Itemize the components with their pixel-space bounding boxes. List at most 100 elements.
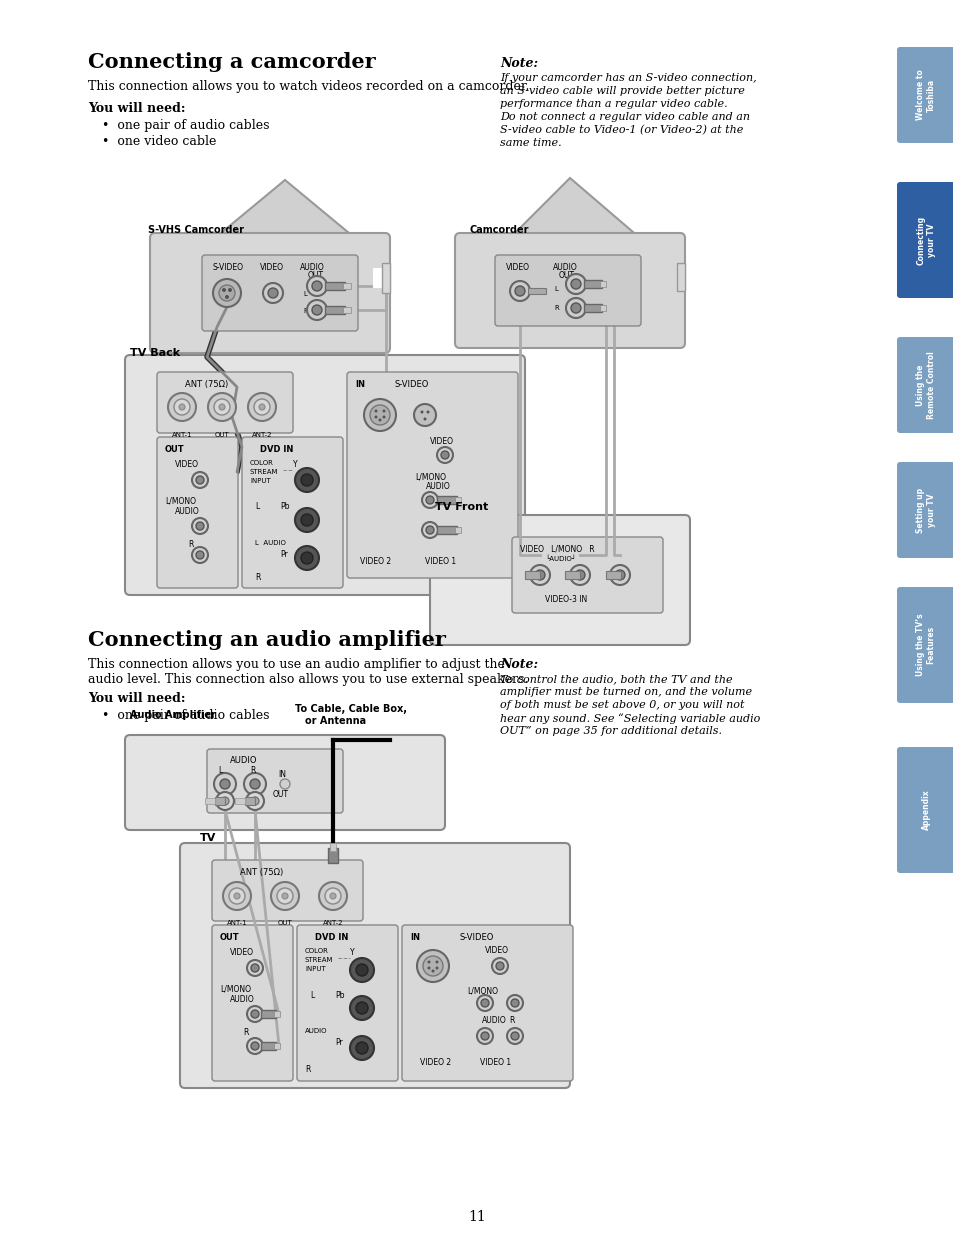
Text: audio level. This connection also allows you to use external speakers.: audio level. This connection also allows… — [88, 673, 528, 685]
Bar — [245, 797, 254, 805]
Bar — [524, 571, 539, 579]
Text: L/MONO: L/MONO — [220, 986, 251, 994]
Text: R: R — [554, 305, 558, 311]
Circle shape — [480, 1032, 489, 1040]
Text: TV: TV — [200, 832, 216, 844]
Circle shape — [476, 1028, 493, 1044]
FancyBboxPatch shape — [125, 735, 444, 830]
Circle shape — [208, 393, 235, 421]
Bar — [599, 282, 605, 287]
Circle shape — [496, 962, 503, 969]
Circle shape — [247, 1037, 263, 1053]
Circle shape — [195, 475, 204, 484]
Circle shape — [420, 410, 423, 414]
Circle shape — [251, 1042, 258, 1050]
Circle shape — [506, 995, 522, 1011]
Text: ANT-1: ANT-1 — [172, 432, 193, 438]
Circle shape — [301, 474, 313, 487]
Text: Pr: Pr — [335, 1037, 342, 1047]
Circle shape — [378, 419, 381, 421]
Circle shape — [435, 967, 438, 969]
Text: AUDIO: AUDIO — [230, 995, 254, 1004]
Text: Setting up
your TV: Setting up your TV — [915, 488, 935, 532]
Text: STREAM: STREAM — [250, 469, 278, 475]
Text: 11: 11 — [468, 1210, 485, 1224]
Circle shape — [422, 956, 442, 976]
Circle shape — [615, 571, 624, 580]
Circle shape — [276, 888, 293, 904]
Circle shape — [318, 882, 347, 910]
Text: R: R — [305, 1065, 310, 1074]
Text: VIDEO 1: VIDEO 1 — [424, 557, 456, 566]
Bar — [274, 1011, 280, 1016]
Text: ANT-2: ANT-2 — [322, 920, 343, 926]
Text: Audio Amplifier: Audio Amplifier — [130, 710, 215, 720]
Bar — [325, 306, 345, 314]
Text: AUDIO: AUDIO — [230, 756, 257, 764]
Polygon shape — [214, 180, 355, 238]
Text: INPUT: INPUT — [250, 478, 271, 484]
Circle shape — [414, 404, 436, 426]
Circle shape — [511, 1032, 518, 1040]
Text: R: R — [188, 540, 193, 550]
Text: Note:: Note: — [499, 658, 537, 671]
Bar — [343, 308, 351, 312]
Text: OUT: OUT — [273, 790, 289, 799]
Circle shape — [307, 275, 327, 296]
Circle shape — [480, 999, 489, 1007]
Circle shape — [263, 283, 283, 303]
Circle shape — [219, 404, 225, 410]
Circle shape — [244, 773, 266, 795]
Circle shape — [565, 274, 585, 294]
Bar — [564, 571, 579, 579]
FancyBboxPatch shape — [202, 254, 357, 331]
Circle shape — [251, 965, 258, 972]
Text: OUT: OUT — [165, 445, 185, 454]
Text: VIDEO: VIDEO — [430, 437, 454, 446]
Bar — [381, 263, 390, 293]
Bar — [583, 280, 601, 288]
Text: VIDEO: VIDEO — [484, 946, 509, 955]
Circle shape — [506, 1028, 522, 1044]
Text: COLOR: COLOR — [305, 948, 329, 953]
Bar — [455, 496, 460, 503]
Circle shape — [427, 967, 430, 969]
Circle shape — [222, 289, 225, 291]
Circle shape — [355, 1002, 368, 1014]
Text: L: L — [310, 990, 314, 1000]
Circle shape — [569, 564, 589, 585]
Text: IN: IN — [277, 769, 286, 779]
Bar — [343, 283, 351, 289]
Bar — [436, 526, 456, 534]
Text: DVD IN: DVD IN — [314, 932, 348, 942]
Circle shape — [229, 888, 245, 904]
FancyBboxPatch shape — [512, 537, 662, 613]
Text: This connection allows you to use an audio amplifier to adjust the: This connection allows you to use an aud… — [88, 658, 504, 671]
FancyBboxPatch shape — [157, 372, 293, 433]
Circle shape — [215, 792, 233, 810]
Bar — [436, 496, 456, 504]
Text: VIDEO   L/MONO   R: VIDEO L/MONO R — [519, 545, 594, 555]
Circle shape — [229, 289, 232, 291]
Text: R: R — [509, 1016, 514, 1025]
Text: ANT (75Ω): ANT (75Ω) — [240, 868, 283, 877]
Text: L: L — [303, 291, 307, 296]
Text: Camcorder: Camcorder — [470, 225, 529, 235]
Text: VIDEO: VIDEO — [174, 459, 199, 469]
Text: AUDIO: AUDIO — [553, 263, 578, 272]
Circle shape — [301, 514, 313, 526]
Circle shape — [571, 279, 580, 289]
Circle shape — [355, 1042, 368, 1053]
Text: Pb: Pb — [280, 501, 289, 511]
Text: VIDEO-3 IN: VIDEO-3 IN — [544, 595, 587, 604]
Circle shape — [251, 797, 258, 805]
Bar — [261, 1010, 275, 1018]
Circle shape — [220, 779, 230, 789]
Circle shape — [350, 958, 374, 982]
Text: S-VHS Camcorder: S-VHS Camcorder — [148, 225, 244, 235]
FancyBboxPatch shape — [430, 515, 689, 645]
FancyBboxPatch shape — [180, 844, 569, 1088]
Circle shape — [192, 472, 208, 488]
Text: If your camcorder has an S-video connection,: If your camcorder has an S-video connect… — [499, 73, 756, 83]
Text: VIDEO: VIDEO — [505, 263, 530, 272]
